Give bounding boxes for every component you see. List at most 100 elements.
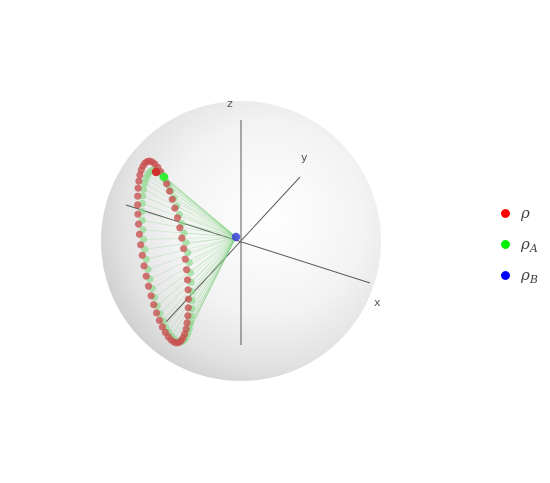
connector-line [168,184,237,238]
rho-trajectory [134,157,192,347]
rho-point [138,251,146,259]
connector-line [190,236,237,283]
rho-point [158,323,166,331]
connector-line [142,203,237,238]
legend-item-rho-a[interactable]: ρA [498,229,550,260]
rho-a-trajectory [138,166,196,346]
connector-line [191,236,237,292]
rho-a-point [139,185,148,193]
connector-line [156,170,237,238]
rho-point [134,210,142,218]
rho-point [135,177,143,185]
rho-point [181,255,189,263]
rho-point [184,295,192,303]
legend: ρ ρA ρB [498,198,550,291]
rho-a-point [140,235,148,243]
rho-point [147,292,155,300]
rho-point [134,220,143,228]
connector-line [145,178,237,238]
connector-line [191,236,237,309]
connector-line [187,236,237,334]
rho-point [180,245,188,253]
connector-line [190,236,237,324]
trajectory-markers [151,167,241,242]
rho-point [135,230,143,238]
connector-line [146,236,237,260]
rho-point [144,282,153,290]
connector-line [147,174,237,238]
legend-marker-rho-b [501,271,510,280]
rho-point [140,262,148,270]
legend-marker-rho [501,209,510,218]
rho-point [171,204,179,212]
connector-line [142,220,237,238]
x-axis-label: x [374,296,381,309]
connector-line [189,236,237,263]
rho-point [168,195,176,203]
connector-line [165,179,237,238]
connector-line [157,236,237,307]
connector-line [187,236,237,254]
legend-label-rho: ρ [521,203,530,222]
connector-line [190,236,237,317]
rho-point [178,234,186,242]
connector-line [142,195,237,238]
rho-point [183,276,192,284]
legend-label-rho-b: ρB [521,265,538,286]
legend-item-rho-b[interactable]: ρB [498,260,550,291]
rho-point [152,309,161,317]
connector-line [143,188,237,238]
connector-line [162,236,237,322]
legend-marker-rho-a [501,240,510,249]
connector-line [191,236,237,301]
y-axis-label: y [301,151,308,164]
rho-a-point [141,245,149,253]
connector-line [189,236,237,329]
rho-point [183,266,191,274]
z-axis-label: z [227,97,233,110]
rho-point [150,301,158,309]
rho-point [184,304,192,312]
connector-line [171,236,237,337]
connector-line [183,232,237,238]
rho-a-connector-lines [142,169,237,343]
connector-line [181,223,237,238]
rho-point [137,241,145,249]
rho-point [155,316,163,324]
rho-point [134,184,142,192]
connector-line [168,236,237,333]
connector-line [176,205,237,238]
x-axis-line [125,204,371,284]
connector-line [142,229,237,238]
connector-line [185,236,237,338]
rho-point [176,224,184,232]
legend-label-rho-a: ρA [521,234,538,255]
connector-line [143,236,237,240]
connector-line [147,236,237,270]
connector-line [159,236,237,315]
rho-point [183,319,191,327]
rho-point [134,201,142,209]
rho-point [184,312,192,320]
connector-line [142,211,237,238]
connector-line [165,236,237,328]
connector-line [190,236,237,273]
legend-item-rho[interactable]: ρ [498,198,550,229]
rho-b-point [231,232,241,242]
rho-point [134,192,142,200]
connector-line [173,197,237,238]
connector-line [179,214,237,238]
connector-line [154,236,237,298]
connector-line [152,236,237,289]
connector-line [162,175,237,238]
rho-a-point [182,239,190,247]
connector-line [149,236,237,280]
rho-point [163,180,171,188]
rho-point [173,214,182,222]
rho-point [161,328,169,336]
connector-line [144,182,237,238]
connector-line [170,190,237,238]
rho-a-current-point [159,172,169,182]
connector-line [185,236,237,244]
